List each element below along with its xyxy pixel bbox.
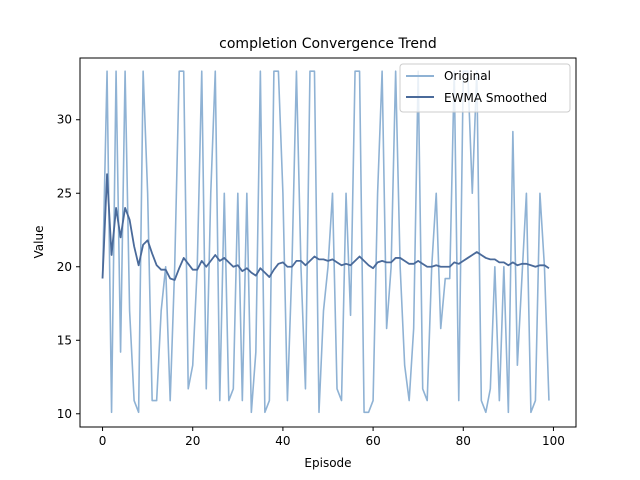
y-tick-label: 15: [57, 333, 72, 347]
legend: Original EWMA Smoothed: [399, 63, 571, 113]
x-tick-label: 80: [456, 434, 471, 448]
x-axis-label: Episode: [304, 456, 351, 470]
chart-title: completion Convergence Trend: [219, 36, 437, 52]
x-tick-label: 0: [99, 434, 107, 448]
series-line-ewma-smoothed: [101, 173, 550, 281]
axes-frame: [79, 57, 577, 428]
y-tick-label: 25: [57, 186, 72, 200]
y-tick-label: 10: [57, 407, 72, 421]
legend-label-ewma: EWMA Smoothed: [444, 91, 547, 105]
legend-label-original: Original: [444, 69, 491, 83]
y-tick-label: 30: [57, 113, 72, 127]
y-tick-label: 20: [57, 260, 72, 274]
series-layer: [101, 70, 550, 414]
x-tick-label: 20: [185, 434, 200, 448]
legend-box: [399, 63, 571, 113]
plot-area: 0 20 40 60 80 100 10 15 20 25 30: [57, 57, 577, 448]
y-axis-label: Value: [32, 226, 46, 259]
y-axis: 10 15 20 25 30: [57, 113, 80, 421]
series-line-original: [101, 70, 550, 414]
x-axis: 0 20 40 60 80 100: [99, 427, 565, 448]
x-tick-label: 40: [275, 434, 290, 448]
x-tick-label: 100: [542, 434, 565, 448]
x-tick-label: 60: [365, 434, 380, 448]
